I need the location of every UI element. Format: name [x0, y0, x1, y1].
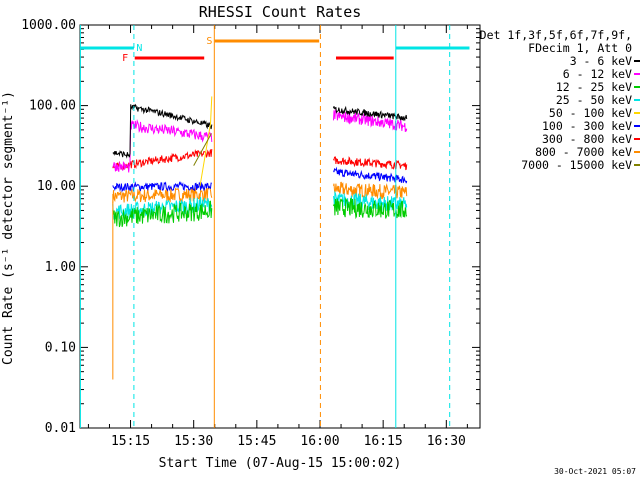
x-tick-label: 15:30 [174, 434, 213, 449]
y-axis: 0.01 0.10 1.00 10.00 100.00 1000.00 [21, 18, 480, 436]
count-rate-trace [333, 156, 408, 171]
legend-entry: 25 - 50 keV [556, 93, 632, 107]
flag-label: N [136, 43, 142, 54]
legend-header-line-2: FDecim 1, Att 0 [528, 41, 632, 55]
x-tick-label: 16:30 [427, 434, 466, 449]
count-rate-trace [199, 96, 213, 187]
plot-area: 0.01 0.10 1.00 10.00 100.00 1000.00 15:15 15:3… [21, 18, 481, 449]
legend-entry: 6 - 12 keV [563, 67, 632, 81]
y-axis-label: Count Rate (s⁻¹ detector segment⁻¹) [1, 91, 16, 365]
legend-entry: 300 - 800 keV [542, 132, 632, 146]
y-tick-label: 0.01 [45, 421, 76, 436]
y-tick-label: 0.10 [45, 340, 76, 355]
chart-title: RHESSI Count Rates [199, 3, 362, 21]
x-axis: 15:15 15:30 15:45 16:00 16:15 16:30 [87, 25, 468, 449]
series-layer [112, 96, 408, 380]
count-rate-trace [112, 181, 212, 193]
count-rate-trace [112, 200, 213, 228]
count-rate-trace [112, 119, 213, 173]
count-rate-trace [193, 133, 212, 166]
count-rate-trace [333, 166, 408, 184]
y-tick-label: 100.00 [29, 99, 76, 114]
legend: Det 1f,3f,5f,6f,7f,9f, FDecim 1, Att 0 3… [480, 28, 640, 172]
legend-header-line-1: Det 1f,3f,5f,6f,7f,9f, [480, 28, 632, 42]
x-tick-label: 16:00 [300, 434, 339, 449]
legend-entry: 7000 - 15000 keV [521, 158, 632, 172]
x-axis-label: Start Time (07-Aug-15 15:00:02) [159, 456, 402, 471]
legend-entry: 100 - 300 keV [542, 119, 632, 133]
y-tick-label: 10.00 [37, 179, 76, 194]
count-rate-trace [333, 197, 408, 220]
legend-entry: 800 - 7000 keV [535, 145, 632, 159]
flag-label: S [206, 36, 212, 47]
legend-entry: 12 - 25 keV [556, 80, 632, 94]
flag-label: F [122, 53, 128, 64]
x-tick-label: 15:15 [111, 434, 150, 449]
count-rate-trace [333, 105, 408, 122]
attenuator-flag-layer: NF S [79, 25, 470, 428]
legend-entry: 50 - 100 keV [549, 106, 632, 120]
x-tick-label: 16:15 [364, 434, 403, 449]
count-rate-trace [333, 181, 408, 200]
y-tick-label: 1000.00 [21, 18, 76, 33]
plot-frame [79, 24, 481, 429]
timestamp: 30-Oct-2021 05:07 [554, 467, 636, 476]
legend-entry: 3 - 6 keV [570, 54, 632, 68]
x-tick-label: 15:45 [237, 434, 276, 449]
y-tick-label: 1.00 [45, 260, 76, 275]
count-rate-trace [112, 103, 213, 159]
